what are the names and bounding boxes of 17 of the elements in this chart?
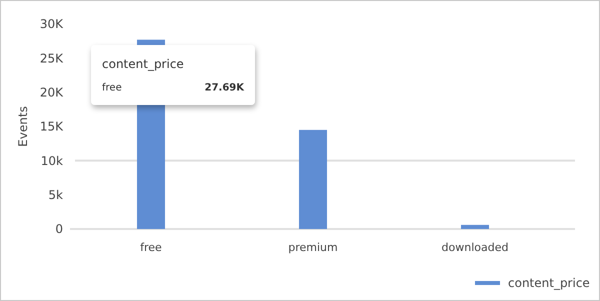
x-tick-label: premium [288,240,338,254]
y-tick-label: 0 [55,222,63,236]
y-tick-label: 25K [40,51,64,66]
x-tick-label: downloaded [442,240,508,254]
y-tick-label: 30K [40,17,64,32]
y-axis-title: Events [16,106,30,147]
annotation: 27.69K [204,82,246,94]
y-tick-label: 20K [40,86,64,100]
y-tick-label: 5k [48,188,64,202]
bar [299,130,327,229]
category-label: free [102,82,122,94]
bar [461,224,489,229]
text: content_price [102,57,184,72]
legend-label: content_price [508,276,590,290]
y-tick-label: 15K [40,120,64,134]
x-tick-label: free [140,240,162,254]
y-tick-label: 10k [40,154,64,168]
